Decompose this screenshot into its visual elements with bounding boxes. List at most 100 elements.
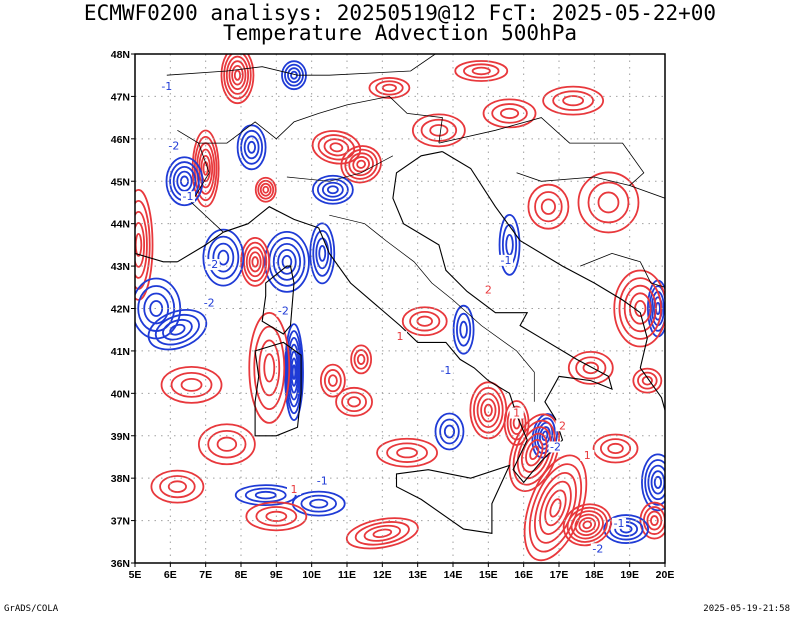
y-tick-label: 43N (111, 261, 130, 273)
warm-advection-contour (632, 367, 663, 394)
cold-advection-contour (147, 309, 208, 351)
x-tick-label: 16E (514, 569, 533, 581)
contour-labels: -1 -2 -1 -2 -2 -2 -1 -1 -1 -2 -2 -1 1 1 2 1 1 2 (159, 80, 627, 555)
y-tick-label: 39N (111, 431, 130, 443)
warm-advection-contour (150, 469, 205, 504)
y-tick-label: 42N (111, 304, 130, 316)
x-tick-label: 11E (338, 569, 356, 581)
warm-advection-contour (254, 176, 277, 203)
footer-timestamp: 2025-05-19-21:58 (703, 604, 790, 614)
y-tick-label: 36N (111, 558, 130, 570)
x-tick-label: 18E (585, 569, 604, 581)
sardinia-coastline (254, 341, 302, 437)
northern-border (166, 54, 436, 76)
warm-advection-contour (319, 363, 346, 398)
x-tick-label: 20E (656, 569, 675, 581)
balkan-coastline (442, 151, 665, 411)
corsica-coastline (261, 265, 295, 335)
cold-advection-contour (434, 412, 465, 451)
contour-label: -2 (207, 258, 218, 271)
warm-advection-contour (220, 54, 255, 105)
balkan-border (438, 117, 665, 199)
contour-label: 1 (513, 407, 520, 420)
warm-advection-contour (527, 183, 570, 230)
contour-label: -2 (204, 296, 215, 309)
warm-advection-contour (240, 236, 271, 287)
po-valley-borders (286, 155, 394, 182)
x-tick-label: 12E (373, 569, 392, 581)
cold-advection-contour (309, 222, 336, 285)
cold-advection-contour (284, 323, 304, 422)
y-tick-label: 37N (111, 516, 130, 528)
warm-advection-contour (454, 60, 509, 82)
y-tick-label: 48N (111, 49, 130, 61)
france-italy-border (177, 129, 224, 233)
y-tick-label: 38N (111, 473, 130, 485)
latitude-axis: 36N 37N 38N 39N 40N 41N 42N 43N 44N 45N 46N 47N 48N (111, 49, 135, 570)
contour-label: -1 (317, 474, 328, 487)
x-tick-label: 15E (479, 569, 498, 581)
cold-advection-contour (236, 124, 267, 171)
warm-advection-contour (248, 311, 291, 424)
warm-advection-contour (567, 350, 614, 385)
warm-advection-contour (503, 400, 530, 446)
bosnia-border (516, 172, 630, 186)
x-tick-label: 6E (164, 569, 177, 581)
x-tick-label: 5E (129, 569, 142, 581)
warm-advection-contour (592, 433, 639, 464)
contour-label: -1 (440, 364, 451, 377)
cold-advection-contour (264, 230, 310, 293)
x-tick-label: 19E (620, 569, 639, 581)
x-tick-label: 10E (302, 569, 321, 581)
warm-advection-contour (335, 386, 373, 417)
warm-advection-contour (482, 98, 537, 129)
warm-advection-contour (197, 423, 256, 466)
contour-label: -2 (592, 542, 603, 555)
y-tick-label: 44N (111, 219, 130, 231)
cold-advection-contour (291, 490, 346, 517)
x-tick-label: 8E (235, 569, 248, 581)
y-tick-label: 41N (111, 346, 130, 358)
contour-label: 1 (397, 330, 404, 343)
map-title-line-2: Temperature Advection 500hPa (222, 21, 577, 45)
montenegro-border (580, 252, 665, 288)
longitude-axis: 5E 6E 7E 8E 9E 10E 11E 12E 13E 14E 15E 16E 17E 18E 19E… (129, 563, 675, 581)
warm-advection-contour (542, 85, 605, 116)
y-tick-label: 45N (111, 176, 130, 188)
contour-label: 1 (291, 483, 298, 496)
footer-software-label: GrADS/COLA (4, 604, 59, 614)
x-tick-label: 7E (199, 569, 212, 581)
y-tick-label: 46N (111, 134, 130, 146)
x-tick-label: 13E (408, 569, 427, 581)
warm-advection-contour (160, 365, 223, 404)
cold-advection-contour (603, 514, 650, 544)
contour-label: -1 (501, 254, 512, 267)
france-coastline (177, 231, 224, 263)
warm-advection-contour (368, 77, 411, 99)
contour-label: 2 (485, 284, 492, 297)
map-title-line-1: ECMWF0200 analisys: 20250519@12 FcT: 202… (83, 1, 717, 25)
contour-label: -1 (161, 80, 172, 93)
cold-advection-contour (641, 453, 665, 512)
alps-border (198, 95, 443, 144)
warm-advection-contour (577, 171, 640, 234)
regional-borders (329, 214, 535, 402)
warm-advection-contour (311, 130, 362, 165)
x-tick-label: 9E (270, 569, 283, 581)
warm-advection-contour (135, 188, 154, 301)
y-tick-label: 40N (111, 388, 130, 400)
contour-label: -2 (278, 305, 289, 318)
contour-label: -2 (550, 440, 561, 453)
france-coastline-west (135, 252, 178, 263)
x-tick-label: 14E (444, 569, 463, 581)
sicily-coastline (395, 464, 511, 534)
warm-advection-contour (469, 381, 508, 440)
contour-label: -1 (614, 517, 625, 530)
warm-advection-contour (345, 517, 419, 550)
warm-advection-contour (245, 501, 308, 532)
y-tick-label: 47N (111, 91, 130, 103)
warm-advection-contour (613, 269, 665, 348)
warm-advection-contour (350, 344, 373, 375)
cold-advection-contour (234, 484, 297, 507)
